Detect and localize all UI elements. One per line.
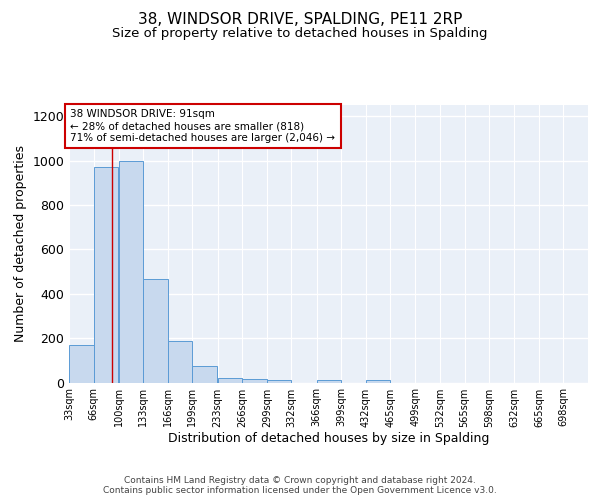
Bar <box>317 380 341 382</box>
Bar <box>218 378 242 382</box>
Bar <box>119 160 143 382</box>
X-axis label: Distribution of detached houses by size in Spalding: Distribution of detached houses by size … <box>168 432 489 446</box>
Text: 38, WINDSOR DRIVE, SPALDING, PE11 2RP: 38, WINDSOR DRIVE, SPALDING, PE11 2RP <box>138 12 462 28</box>
Y-axis label: Number of detached properties: Number of detached properties <box>14 145 27 342</box>
Text: Size of property relative to detached houses in Spalding: Size of property relative to detached ho… <box>112 28 488 40</box>
Bar <box>143 280 168 382</box>
Bar <box>267 380 292 382</box>
Bar <box>168 341 193 382</box>
Text: Contains HM Land Registry data © Crown copyright and database right 2024.
Contai: Contains HM Land Registry data © Crown c… <box>103 476 497 495</box>
Bar <box>242 378 267 382</box>
Bar <box>193 366 217 382</box>
Bar <box>94 167 118 382</box>
Bar <box>365 380 390 382</box>
Text: 38 WINDSOR DRIVE: 91sqm
← 28% of detached houses are smaller (818)
71% of semi-d: 38 WINDSOR DRIVE: 91sqm ← 28% of detache… <box>70 110 335 142</box>
Bar <box>69 345 94 383</box>
